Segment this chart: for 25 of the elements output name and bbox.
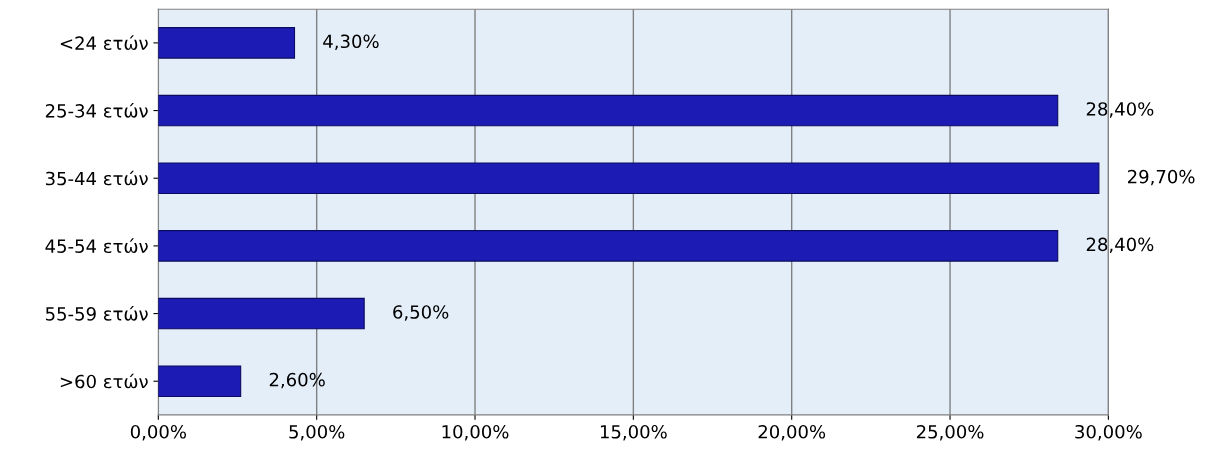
bar [158, 297, 365, 330]
x-tick-label: 5,00% [289, 424, 345, 441]
y-tick-label: 45-54 ετών [45, 238, 148, 254]
bar [158, 94, 1059, 127]
y-tick-label: 35-44 ετών [45, 170, 148, 186]
bar [158, 230, 1059, 262]
x-tick-label: 20,00% [758, 424, 826, 441]
y-tick-label: >60 ετών [60, 373, 148, 389]
bar [158, 162, 1100, 195]
x-tick-label: 10,00% [442, 424, 509, 441]
y-tick-label: <24 ετών [60, 35, 148, 50]
x-tick-label: 0,00% [130, 424, 187, 441]
x-tick-label: 15,00% [600, 424, 667, 441]
x-tick-label: 30,00% [1075, 424, 1142, 441]
bar [158, 27, 296, 59]
y-tick-label: 55-59 ετών [45, 305, 148, 321]
data-label: 6,50% [393, 305, 449, 321]
y-tick-label: 25-34 ετών [45, 102, 148, 118]
bar [158, 365, 242, 398]
data-label: 4,30% [323, 34, 379, 50]
x-tick-label: 25,00% [916, 424, 984, 441]
data-label: 28,40% [1086, 102, 1154, 118]
data-label: 2,60% [269, 372, 325, 389]
data-label: 28,40% [1086, 237, 1154, 253]
data-label: 29,70% [1127, 169, 1195, 186]
